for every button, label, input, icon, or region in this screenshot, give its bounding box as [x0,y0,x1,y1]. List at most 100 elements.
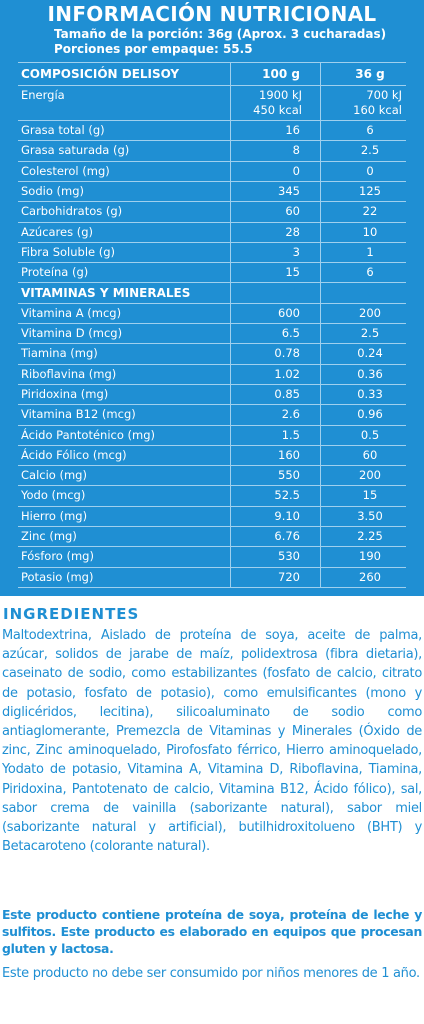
row-divider [18,587,406,588]
energy-label: Energía [21,88,65,102]
nutrient-value-100g: 3 [292,244,300,259]
row-divider [18,506,406,507]
nutrient-value-100g: 0 [292,163,300,178]
vitamin-value-36g: 200 [359,305,381,320]
row-divider [18,85,406,86]
allergen-warning: Este producto contiene proteína de soya,… [2,907,422,956]
nutrient-label: Grasa saturada (g) [21,143,130,158]
vitamins-heading: VITAMINAS Y MINERALES [21,286,191,300]
vitamin-label: Fósforo (mg) [21,549,94,564]
vitamin-value-100g: 6.5 [281,326,300,340]
row-divider [18,343,406,344]
row-divider [18,425,406,426]
vitamin-label: Yodo (mcg) [21,488,86,503]
nutrient-value-36g: 22 [362,204,378,219]
vitamin-value-100g: 600 [278,305,300,320]
row-divider [18,140,406,141]
vitamin-label: Calcio (mg) [21,468,87,483]
vitamin-value-100g: 2.6 [281,407,300,422]
energy-100g-kcal: 450 kcal [253,103,302,117]
column-divider [230,62,231,587]
nutrient-label: Colesterol (mg) [21,163,110,178]
row-divider [18,384,406,385]
table-header-label: COMPOSICIÓN DELISOY [21,67,180,81]
vitamin-label: Vitamina B12 (mcg) [21,407,136,422]
row-divider [18,222,406,223]
vitamin-value-36g: 0.33 [357,386,383,401]
row-divider [18,242,406,243]
energy-36g-kcal: 160 kcal [353,103,402,117]
row-divider [18,546,406,547]
vitamin-value-36g: 200 [359,468,381,483]
vitamin-label: Zinc (mg) [21,529,77,543]
vitamin-value-36g: 0.24 [357,346,383,361]
nutrient-label: Proteína (g) [21,265,89,280]
nutrient-label: Sodio (mg) [21,183,84,198]
vitamin-value-36g: 0.96 [357,407,383,422]
vitamin-value-100g: 52.5 [274,488,300,503]
nutrient-value-100g: 8 [292,143,300,158]
nutrient-value-100g: 15 [285,265,300,280]
row-divider [18,567,406,568]
nutrient-value-36g: 125 [359,183,381,198]
vitamin-value-100g: 720 [278,569,300,584]
nutrient-value-100g: 28 [285,224,300,239]
vitamin-label: Ácido Fólico (mcg) [21,447,127,462]
vitamin-value-100g: 0.78 [274,346,300,361]
vitamin-value-100g: 550 [278,468,300,483]
nutrient-value-36g: 6 [366,123,374,137]
row-divider [18,181,406,182]
vitamin-label: Hierro (mg) [21,508,88,523]
servings-per-container: Porciones por empaque: 55.5 [54,42,253,56]
vitamin-label: Potasio (mg) [21,569,94,584]
vitamin-label: Piridoxina (mg) [21,386,109,401]
nutrient-value-36g: 0 [366,163,374,178]
vitamin-label: Tiamina (mg) [21,346,98,361]
age-note: Este producto no debe ser consumido por … [2,966,420,981]
row-divider [18,323,406,324]
row-divider [18,364,406,365]
vitamin-label: Riboflavina (mg) [21,366,117,381]
vitamin-value-100g: 1.5 [281,427,300,442]
vitamin-value-36g: 3.50 [357,508,383,523]
nutrient-value-100g: 345 [278,183,300,198]
vitamin-value-100g: 1.02 [274,366,300,381]
row-divider [18,201,406,202]
nutrient-label: Grasa total (g) [21,123,105,137]
energy-36g-kj: 700 kJ [366,88,402,102]
nutrient-value-36g: 2.5 [360,143,380,158]
nutrition-facts-panel: INFORMACIÓN NUTRICIONAL Tamaño de la por… [0,0,424,596]
vitamin-value-36g: 190 [359,549,381,564]
vitamin-label: Ácido Pantoténico (mg) [21,427,156,442]
row-divider [18,465,406,466]
table-header-36g: 36 g [355,67,385,81]
nutrient-label: Fibra Soluble (g) [21,244,116,259]
nutrition-title: INFORMACIÓN NUTRICIONAL [47,2,377,26]
nutrient-label: Carbohidratos (g) [21,204,123,219]
nutrient-value-100g: 16 [285,123,300,137]
vitamin-value-36g: 2.25 [357,529,383,543]
vitamin-value-36g: 60 [362,447,378,462]
serving-size: Tamaño de la porción: 36g (Aprox. 3 cuch… [54,27,387,41]
vitamin-label: Vitamina D (mcg) [21,326,123,340]
vitamin-value-100g: 160 [278,447,300,462]
row-divider [18,485,406,486]
vitamin-value-36g: 15 [362,488,378,503]
row-divider [18,445,406,446]
row-divider [18,282,406,283]
nutrient-value-36g: 10 [362,224,378,239]
row-divider [18,303,406,304]
vitamin-value-36g: 0.36 [357,366,383,381]
nutrient-value-36g: 1 [366,244,374,259]
row-divider [18,62,406,63]
row-divider [18,404,406,405]
nutrient-value-100g: 60 [285,204,300,219]
nutrient-value-36g: 6 [366,265,374,280]
vitamin-value-100g: 9.10 [274,508,300,523]
ingredients-title: INGREDIENTES [3,605,140,623]
row-divider [18,120,406,121]
vitamin-label: Vitamina A (mcg) [21,305,122,320]
vitamin-value-36g: 0.5 [360,427,380,442]
row-divider [18,262,406,263]
vitamin-value-36g: 260 [359,569,381,584]
